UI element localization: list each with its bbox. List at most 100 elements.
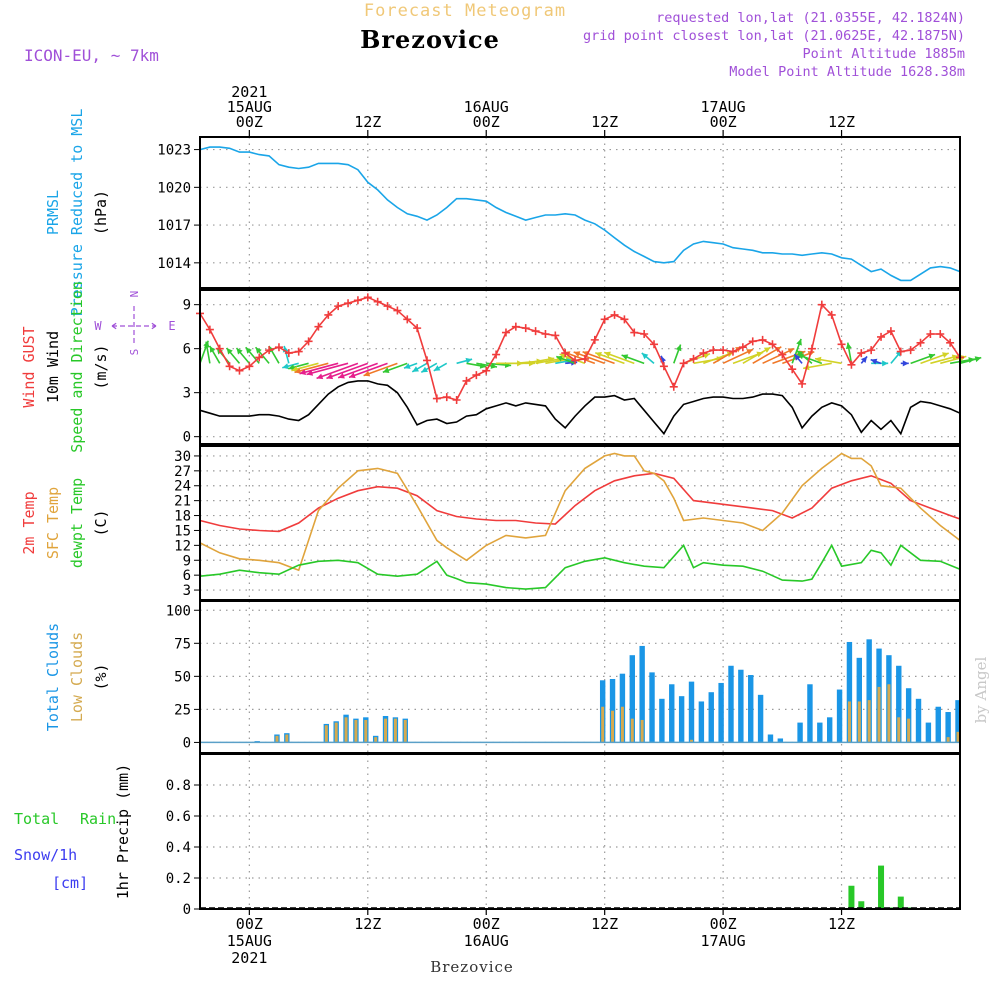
gust-marker — [432, 394, 441, 403]
wind-arrowhead — [209, 346, 216, 353]
top-time-label: 17AUG — [701, 98, 746, 116]
wind-arrowhead — [288, 364, 295, 371]
cloud-bar — [896, 665, 902, 743]
footer-location: Brezovice — [430, 958, 514, 976]
cloud-bar — [275, 735, 279, 743]
point-altitude: Point Altitude 1885m — [802, 46, 965, 62]
wind-arrowhead — [870, 358, 878, 365]
cloud-bar — [887, 684, 891, 743]
wind-arrowhead — [796, 350, 804, 357]
cloud-bar — [807, 684, 813, 743]
credit-watermark: by Angel — [972, 656, 990, 723]
y-axis-label: (hPa) — [92, 190, 110, 235]
gust-marker — [738, 343, 747, 352]
cloud-bar — [374, 737, 378, 743]
wind-arrowhead — [794, 354, 801, 361]
bottom-time-label: 16AUG — [464, 932, 509, 950]
gust-marker — [235, 366, 244, 375]
cloud-bar — [867, 700, 871, 743]
y-tick-label: 0.8 — [166, 778, 191, 794]
gust-marker — [334, 302, 343, 311]
gust-marker — [225, 362, 234, 371]
top-time-label: 00Z — [236, 113, 263, 131]
gust-marker — [620, 315, 629, 324]
series-line — [199, 296, 961, 401]
wind-arrowhead — [573, 351, 581, 357]
gust-marker — [403, 315, 412, 324]
cloud-bar — [334, 722, 338, 743]
gust-marker — [314, 322, 323, 331]
cloud-bar — [836, 689, 843, 743]
wind-arrowhead — [882, 360, 889, 367]
side-label: Rain — [80, 810, 116, 828]
y-axis-label: (C) — [92, 509, 110, 536]
y-axis-label: (m/s) — [92, 344, 110, 389]
plot-layer: 1014 1017 1020 1023 PRMSL Pressure Reduced to… — [14, 83, 982, 967]
side-label: Total — [14, 810, 59, 828]
gridpoint-coordinates: grid point closest lon,lat (21.0625E, 42… — [583, 28, 965, 44]
wind-arrowhead — [556, 355, 563, 362]
gust-marker — [413, 324, 422, 333]
wind-arrowhead — [974, 356, 982, 363]
cloud-bar — [767, 734, 774, 743]
y-axis-label: Low Clouds — [68, 632, 86, 722]
cloud-bar — [384, 718, 388, 743]
series-line — [199, 146, 961, 282]
gust-marker — [650, 340, 659, 349]
y-tick-label: 6 — [183, 342, 191, 358]
gust-marker — [630, 328, 639, 337]
top-time-label: 12Z — [591, 113, 618, 131]
wind-arrow — [306, 362, 349, 376]
y-tick-label: 9 — [183, 298, 191, 314]
cloud-bar — [718, 682, 724, 743]
gust-marker — [758, 335, 767, 344]
bottom-time-label: 12Z — [591, 915, 618, 933]
top-time-label: 2021 — [231, 83, 267, 101]
gust-marker — [462, 376, 471, 385]
cloud-bar — [698, 701, 705, 743]
gust-marker — [324, 310, 333, 319]
gust-marker — [748, 337, 757, 346]
wind-arrowhead — [703, 352, 710, 359]
cloud-bar — [866, 639, 872, 743]
y-axis-label: Pressure Reduced to MSL — [68, 109, 86, 317]
gust-marker — [245, 362, 254, 371]
gust-marker — [442, 393, 451, 402]
compass-south: S — [128, 349, 141, 356]
wind-arrowhead — [675, 344, 682, 352]
panel-frame — [199, 289, 961, 445]
y-axis-label: Speed and Direction — [68, 281, 86, 453]
gust-marker — [916, 338, 925, 347]
bottom-time-label: 00Z — [236, 915, 263, 933]
cloud-bar — [897, 717, 901, 743]
wind-arrowhead — [942, 352, 949, 358]
gust-marker — [215, 344, 224, 353]
y-tick-label: 0.6 — [166, 809, 191, 825]
wind-arrowhead — [236, 348, 243, 355]
cloud-bar — [285, 734, 289, 743]
cloud-bar — [620, 706, 624, 743]
cloud-bar — [956, 731, 960, 743]
gust-marker — [946, 338, 955, 347]
gust-marker — [857, 349, 866, 358]
gust-marker — [383, 302, 392, 311]
side-label: Snow/1h — [14, 846, 77, 864]
top-time-label: 12Z — [828, 113, 855, 131]
cloud-bar — [640, 719, 644, 743]
cloud-bar — [688, 681, 695, 743]
gust-marker — [867, 346, 876, 355]
y-tick-label: 0 — [183, 430, 191, 446]
top-time-label: 12Z — [354, 113, 381, 131]
wind-arrowhead — [349, 372, 356, 379]
gust-marker — [423, 356, 432, 365]
y-axis-label: dewpt Temp — [68, 478, 86, 568]
model-name: ICON-EU, ~ 7km — [24, 46, 159, 65]
y-tick-label: 1014 — [157, 256, 191, 272]
y-tick-label: 1017 — [157, 218, 191, 234]
wind-arrowhead — [604, 351, 611, 358]
wind-arrow — [316, 362, 359, 380]
gust-marker — [600, 315, 609, 324]
cloud-bar — [690, 739, 693, 743]
